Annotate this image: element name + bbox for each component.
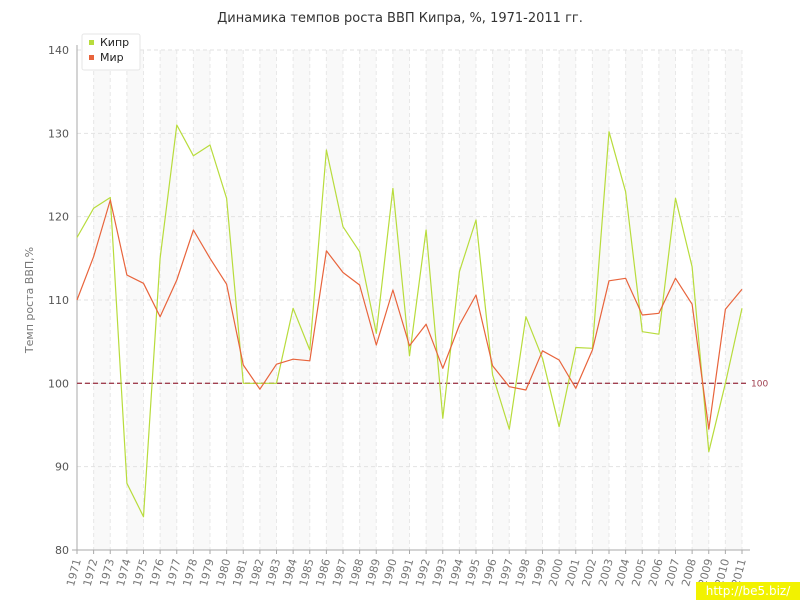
plot-band (326, 50, 343, 550)
legend-box (81, 33, 141, 71)
series-group (76, 124, 743, 518)
grid (76, 49, 743, 551)
plot-band (592, 50, 609, 550)
plot-band (459, 50, 476, 550)
y-tick-label: 120 (48, 211, 69, 224)
reference-line-group: 100 (77, 379, 768, 389)
legend[interactable]: Кипр Мир (81, 33, 141, 71)
legend-label: Мир (100, 51, 124, 64)
legend-marker (89, 40, 94, 45)
y-tick-label: 110 (48, 294, 69, 307)
watermark: http://be5.biz/ (696, 582, 800, 600)
y-tick-label: 100 (48, 377, 69, 390)
y-tick-label: 130 (48, 127, 69, 140)
series-line-world (76, 199, 743, 430)
y-tick-label: 140 (48, 44, 69, 57)
legend-marker (89, 55, 94, 60)
chart-title: Динамика темпов роста ВВП Кипра, %, 1971… (217, 11, 583, 26)
series-line-cyprus (76, 124, 743, 518)
y-axis-title: Темп роста ВВП,% (23, 247, 36, 354)
reference-line-label: 100 (751, 379, 768, 389)
legend-label: Кипр (100, 36, 129, 49)
y-tick-label: 80 (55, 544, 69, 557)
plot-band (193, 50, 210, 550)
y-tick-label: 90 (55, 461, 69, 474)
